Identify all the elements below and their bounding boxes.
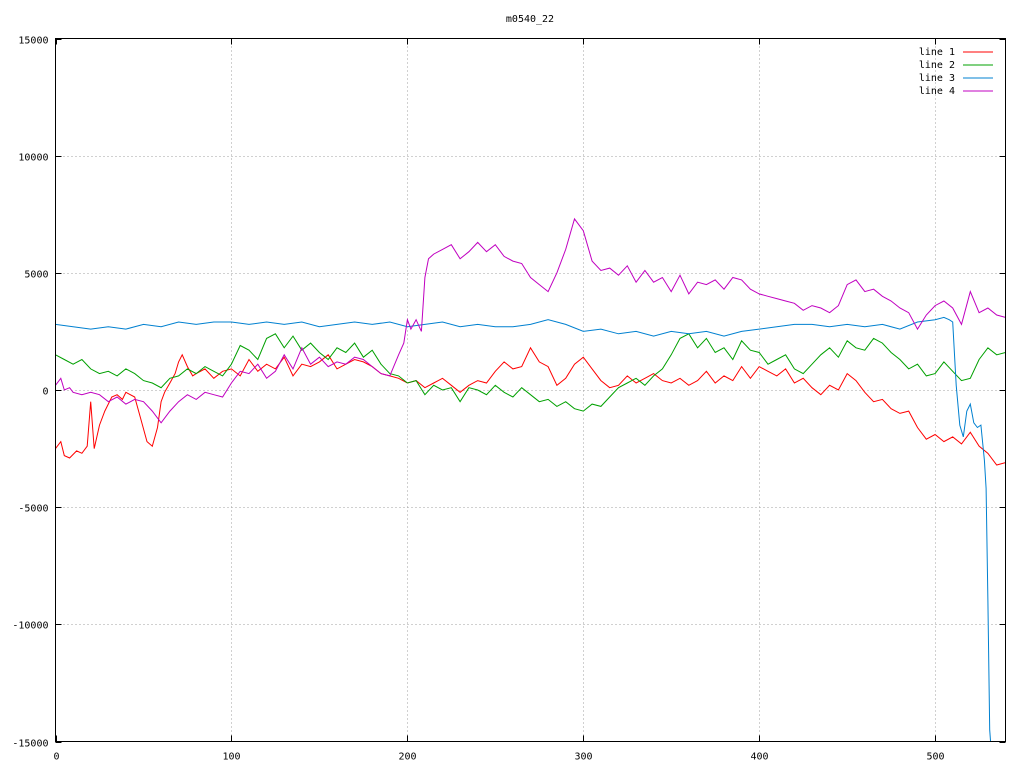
plot-series xyxy=(55,217,1006,742)
series-1-line xyxy=(55,346,1006,466)
y-tick-label: -10000 xyxy=(12,621,48,632)
y-tick-label: 10000 xyxy=(18,153,48,164)
x-tick-label: 0 xyxy=(53,752,59,763)
legend-label-series-1: line 1 xyxy=(919,47,955,58)
x-tick-label: 200 xyxy=(398,752,416,763)
series-4-line xyxy=(55,217,1006,424)
series-2-line xyxy=(55,333,1006,412)
x-tick-label: 400 xyxy=(750,752,768,763)
x-tick-label: 300 xyxy=(574,752,592,763)
legend: line 1 line 2 line 3 line 4 xyxy=(919,47,993,97)
chart-title: m0540_22 xyxy=(506,14,554,25)
x-tick-label: 100 xyxy=(222,752,240,763)
legend-label-series-4: line 4 xyxy=(919,86,955,97)
y-tick-label: 0 xyxy=(42,387,48,398)
y-tick-label: -15000 xyxy=(12,739,48,750)
legend-label-series-3: line 3 xyxy=(919,73,955,84)
legend-label-series-2: line 2 xyxy=(919,60,955,71)
y-tick-label: 5000 xyxy=(24,270,48,281)
axis-ticks: 0 100 200 300 400 500 -15000 -10000 -5000 0 5000 10… xyxy=(12,36,1006,763)
x-tick-label: 500 xyxy=(926,752,944,763)
series-3-line xyxy=(55,316,992,742)
y-tick-label: 15000 xyxy=(18,36,48,47)
y-tick-label: -5000 xyxy=(18,504,48,515)
